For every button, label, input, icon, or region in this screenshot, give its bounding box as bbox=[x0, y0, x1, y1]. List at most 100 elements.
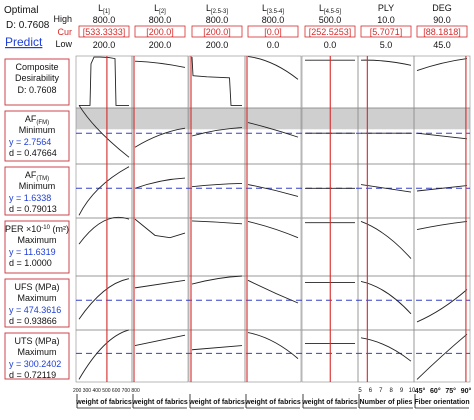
curve-r3-c5 bbox=[360, 221, 412, 259]
x-tick-ply-1: 6 bbox=[369, 388, 373, 394]
factor-high-4: 500.0 bbox=[319, 15, 342, 25]
curve-r4-c0 bbox=[78, 278, 130, 320]
panel-r0-c0 bbox=[75, 55, 133, 109]
response-label-box-4 bbox=[4, 278, 70, 328]
panel-r4-c0 bbox=[75, 275, 133, 331]
x-axis-label-0: weight of fabrics bbox=[75, 399, 132, 406]
x-tick-ply-0: 5 bbox=[358, 388, 362, 394]
curve-r0-c0 bbox=[79, 56, 129, 106]
panel-r3-c1 bbox=[131, 217, 189, 277]
curve-r5-c6 bbox=[416, 333, 468, 380]
response-goal-0: Desirability bbox=[15, 73, 60, 83]
response-label-box-2 bbox=[4, 166, 70, 216]
factor-cur-box-3 bbox=[247, 25, 299, 38]
x-axis-label-1: weight of fabrics bbox=[131, 399, 188, 406]
factor-low-0: 200.0 bbox=[93, 40, 116, 50]
response-y-3: y = 11.6319 bbox=[9, 247, 56, 257]
curve-r4-c5 bbox=[360, 280, 412, 315]
panel-r4-c6 bbox=[413, 275, 471, 331]
panel-r3-c6 bbox=[413, 217, 471, 277]
panel-r5-c1 bbox=[131, 329, 189, 383]
response-y-1: y = 2.7564 bbox=[9, 137, 51, 147]
factor-cur-2: [200.0] bbox=[203, 27, 231, 37]
panel-r5-c0 bbox=[75, 329, 133, 383]
curve-r5-c5 bbox=[360, 337, 412, 362]
x-tick-deg-0: 45° bbox=[415, 387, 426, 395]
curve-r1-c6 bbox=[416, 132, 468, 140]
x-tick-ply-3: 8 bbox=[390, 388, 394, 394]
curve-r1-c0 bbox=[78, 104, 130, 158]
curve-r3-c0 bbox=[78, 216, 130, 245]
factor-low-2: 200.0 bbox=[206, 40, 229, 50]
factor-name-0: L[1] bbox=[98, 3, 110, 15]
curve-r3-c2 bbox=[191, 220, 243, 225]
curve-r2-c5 bbox=[360, 184, 412, 193]
response-label-box-3 bbox=[4, 220, 70, 274]
panel-r3-c5 bbox=[357, 217, 415, 277]
curve-r0-c6 bbox=[416, 58, 468, 71]
curve-r1-c2 bbox=[191, 127, 243, 137]
response-goal-2: Minimum bbox=[19, 181, 56, 191]
curve-r3-c3 bbox=[247, 221, 299, 239]
curve-r5-c2 bbox=[191, 345, 243, 351]
factor-name-6: DEG bbox=[432, 3, 452, 13]
panel-r5-c2 bbox=[188, 329, 246, 383]
response-y-2: y = 1.6338 bbox=[9, 193, 51, 203]
x-tick-ply-2: 7 bbox=[379, 388, 383, 394]
response-name-5: UTS (MPa) bbox=[15, 336, 60, 346]
panel-r5-c5 bbox=[357, 329, 415, 383]
response-label-box-5 bbox=[4, 332, 70, 380]
optimal-title: Optimal bbox=[4, 5, 38, 16]
panel-r2-c3 bbox=[244, 163, 302, 219]
row-label-cur: Cur bbox=[57, 27, 72, 37]
panel-r2-c6 bbox=[413, 163, 471, 219]
predict-link[interactable]: Predict bbox=[5, 35, 43, 49]
response-y-4: y = 474.3616 bbox=[9, 305, 61, 315]
factor-high-1: 800.0 bbox=[149, 15, 172, 25]
factor-cur-1: [200.0] bbox=[146, 27, 174, 37]
response-desirability-4: d = 0.93866 bbox=[9, 316, 57, 326]
curve-r2-c2 bbox=[191, 182, 243, 188]
x-tick-deg-2: 75° bbox=[445, 387, 456, 395]
factor-cur-4: [252.5253] bbox=[309, 27, 352, 37]
curve-r3-c6 bbox=[416, 221, 468, 231]
factor-cur-box-1 bbox=[134, 25, 186, 38]
panel-r3-c0 bbox=[75, 217, 133, 277]
x-tick-deg-3: 90° bbox=[461, 387, 472, 395]
curve-r4-c1 bbox=[134, 279, 186, 289]
response-goal-5: Maximum bbox=[17, 347, 56, 357]
factor-low-4: 0.0 bbox=[324, 40, 337, 50]
factor-name-1: L[2] bbox=[154, 3, 166, 15]
panel-r4-c3 bbox=[244, 275, 302, 331]
panel-r0-c1 bbox=[131, 55, 189, 109]
curve-r4-c2 bbox=[191, 275, 243, 285]
curve-r2-c0 bbox=[78, 166, 130, 216]
factor-cur-box-6 bbox=[416, 25, 468, 38]
x-axis-label-6: Fiber orientation bbox=[414, 399, 469, 406]
panel-r4-c5 bbox=[357, 275, 415, 331]
panel-r0-c2 bbox=[188, 55, 246, 109]
grey-band-row-1 bbox=[76, 108, 470, 130]
factor-high-2: 800.0 bbox=[206, 15, 229, 25]
factor-high-3: 800.0 bbox=[262, 15, 285, 25]
response-name-0: Composite bbox=[15, 62, 58, 72]
curve-r1-c3 bbox=[247, 122, 299, 138]
factor-low-1: 200.0 bbox=[149, 40, 172, 50]
x-tick-ply-4: 9 bbox=[400, 388, 404, 394]
panel-r3-c3 bbox=[244, 217, 302, 277]
factor-cur-box-5 bbox=[360, 25, 412, 38]
factor-high-5: 10.0 bbox=[377, 15, 395, 25]
row-label-low: Low bbox=[55, 39, 72, 49]
curve-r0-c2 bbox=[191, 57, 242, 106]
response-desirability-5: d = 0.72119 bbox=[9, 370, 56, 380]
response-label-box-0 bbox=[4, 58, 70, 106]
panel-r2-c0 bbox=[75, 163, 133, 219]
panel-r3-c2 bbox=[188, 217, 246, 277]
curve-r3-c1 bbox=[134, 218, 186, 239]
curve-r2-c6 bbox=[416, 185, 468, 192]
response-desirability-3: d = 1.0000 bbox=[9, 258, 52, 268]
curve-r0-c5 bbox=[360, 59, 412, 66]
curve-r4-c3 bbox=[247, 279, 299, 304]
factor-cur-5: [5.7071] bbox=[370, 27, 403, 37]
